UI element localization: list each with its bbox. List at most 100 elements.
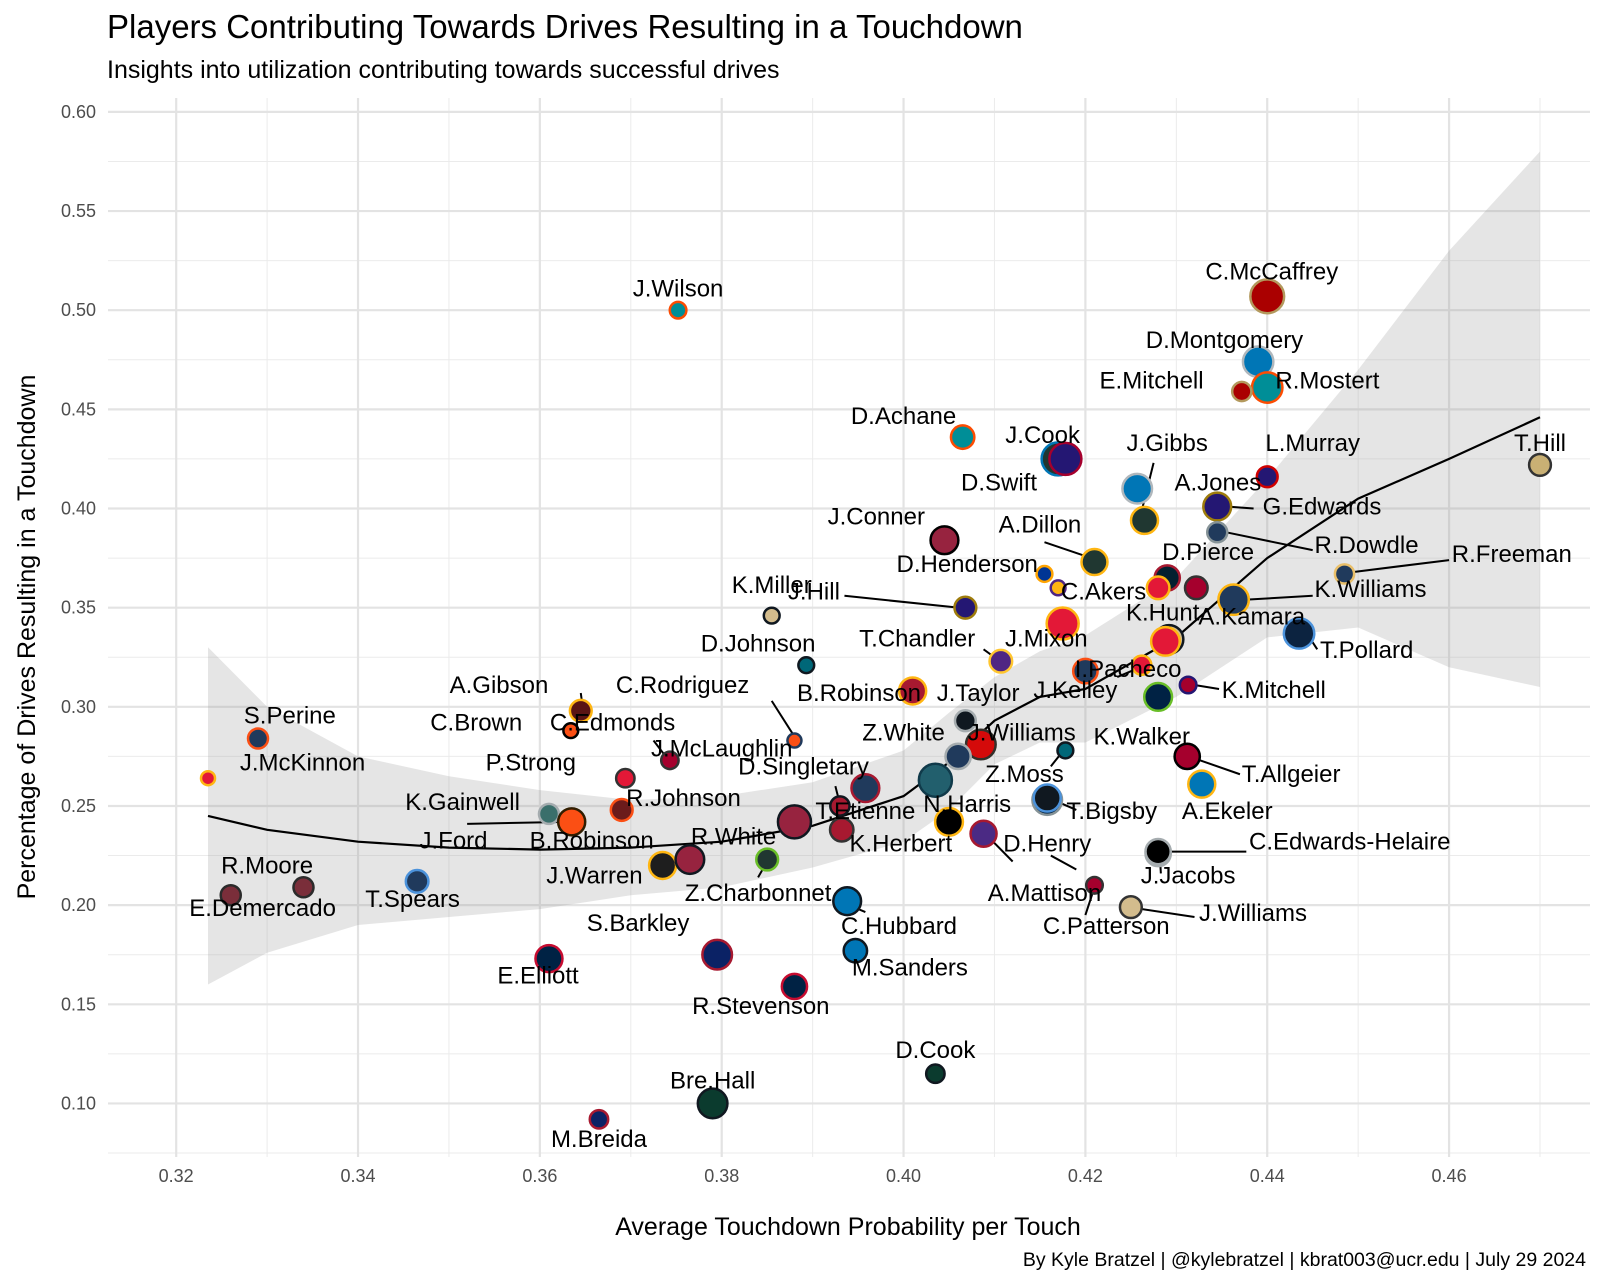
point-k-mitchell <box>1178 675 1198 695</box>
point-label: S.Barkley <box>587 910 690 937</box>
point-label: K.Williams <box>1315 576 1427 603</box>
point-a-gibson <box>568 698 593 723</box>
point-label: J.Warren <box>546 862 642 889</box>
point-z-white <box>964 728 997 761</box>
point-k-hunt <box>1045 606 1080 641</box>
point-d-johnson <box>797 656 816 675</box>
point-label: D.Cook <box>895 1037 976 1064</box>
point-j-jacobs <box>1144 837 1172 866</box>
confidence-band <box>208 151 1540 985</box>
point-k-walker <box>1173 742 1202 771</box>
point-label: J.Taylor <box>937 680 1020 707</box>
label-connector <box>1050 854 1077 871</box>
point-c-brown <box>562 721 580 740</box>
point-label: B.Robinson <box>530 828 654 855</box>
point-r-mostert <box>1250 371 1284 404</box>
point-j-hill <box>953 595 978 620</box>
y-axis-label: Percentage of Drives Resulting in a Touc… <box>13 375 41 900</box>
point-label: I.Pacheco <box>1075 656 1182 683</box>
point-label: R.Moore <box>221 852 313 879</box>
point-label: D.Swift <box>961 470 1037 497</box>
point-label: C.McCaffrey <box>1205 258 1338 285</box>
x-tick-label: 0.32 <box>159 1166 194 1186</box>
point-label: A.Dillon <box>999 511 1082 538</box>
point-d-singletary <box>850 772 881 804</box>
point-g-edwards <box>1202 491 1233 522</box>
point-label: D.Henderson <box>896 551 1037 578</box>
label-connector <box>844 594 959 609</box>
point-z-charbonnet <box>755 847 780 872</box>
point-m-breida <box>588 1108 610 1130</box>
x-tick-label: 0.40 <box>886 1166 921 1186</box>
point-a-jones <box>1129 505 1160 536</box>
x-tick-label: 0.44 <box>1250 1166 1285 1186</box>
point-label: Bre.Hall <box>670 1068 755 1095</box>
point-r-dowdle <box>1205 521 1229 544</box>
point-b-robinson <box>953 709 978 733</box>
point-label: S.Perine <box>244 703 336 730</box>
point-c-rodriguez <box>786 732 803 749</box>
chart-caption: By Kyle Bratzel | @kylebratzel | kbrat00… <box>1022 1249 1586 1271</box>
axis-ticks: 0.32 0.34 0.36 0.38 0.40 0.42 0.44 0.46 0.10 0.15… <box>61 102 1467 1186</box>
point-label: P.Strong <box>486 749 576 776</box>
point-j-gibbs <box>1121 472 1154 505</box>
point-label: T.Etienne <box>815 798 915 825</box>
point-b-robinson-2 <box>674 843 706 876</box>
point-c-mccaffrey <box>1249 278 1286 315</box>
point-a-mattison <box>1084 875 1105 895</box>
point-label: J.McLaughlin <box>651 735 792 762</box>
point-label: D.Pierce <box>1162 539 1254 566</box>
point-label: K.Gainwell <box>405 789 520 816</box>
point-label: D.Henry <box>1003 831 1091 858</box>
point-r-freeman <box>1333 563 1356 585</box>
point-s-perine <box>246 727 270 750</box>
x-tick-label: 0.38 <box>704 1166 739 1186</box>
point-j-ford <box>556 807 587 837</box>
label-connector <box>1353 559 1450 573</box>
point-label: D.Achane <box>851 403 956 430</box>
y-tick-label: 0.15 <box>61 994 96 1014</box>
point-label: R.Dowdle <box>1315 532 1419 559</box>
point-label: C.Hubbard <box>841 913 957 940</box>
point-r-moore <box>292 876 315 899</box>
point-d-henry <box>969 819 998 848</box>
point-s-barkley <box>701 938 734 971</box>
point-label: M.Breida <box>551 1126 648 1153</box>
point-label: T.Chandler <box>859 625 975 652</box>
point-label: R.Stevenson <box>692 993 829 1020</box>
point-label: J.Ford <box>419 828 487 855</box>
point-j-mixon <box>1071 657 1099 685</box>
point-label: J.Williams <box>968 720 1076 747</box>
point-label: A.Kamara <box>1198 604 1305 631</box>
point-j-taylor <box>897 676 928 706</box>
point-d-achane <box>949 424 976 451</box>
point-d-henderson <box>1035 564 1054 584</box>
point-label: K.Mitchell <box>1222 677 1326 704</box>
point-t-pollard <box>1282 616 1316 650</box>
chart-title: Players Contributing Towards Drives Resu… <box>107 8 1023 45</box>
point-label: K.Walker <box>1094 724 1190 751</box>
y-tick-label: 0.30 <box>61 697 96 717</box>
point-j-conner <box>929 525 960 556</box>
point-label: J.Mixon <box>1005 625 1088 652</box>
point-label: J.Hill <box>788 579 840 606</box>
point-a-kamara-2 <box>1149 625 1181 657</box>
point-t-allgeier <box>1187 769 1217 799</box>
point-label: J.Kelley <box>1033 677 1117 704</box>
point-p-strong <box>614 767 636 789</box>
point-a-dillon <box>1080 547 1109 577</box>
point-label: T.Pollard <box>1320 637 1413 664</box>
label-connector <box>1226 531 1313 552</box>
point-label: M.Sanders <box>852 955 968 982</box>
point-r-stevenson <box>780 972 809 1001</box>
point-k-kelley <box>1142 681 1174 713</box>
point-e-elliott <box>534 943 564 974</box>
point-c-edmonds <box>659 750 680 771</box>
point-label: J.Gibbs <box>1127 430 1208 457</box>
point-label: Z.Charbonnet <box>685 880 832 907</box>
point-n-harris <box>933 806 965 837</box>
point-j-williams <box>1056 741 1075 760</box>
point-e-demercado <box>219 883 242 907</box>
point-label: J.Cook <box>1005 422 1081 449</box>
point-label: C.Akers <box>1061 579 1146 606</box>
